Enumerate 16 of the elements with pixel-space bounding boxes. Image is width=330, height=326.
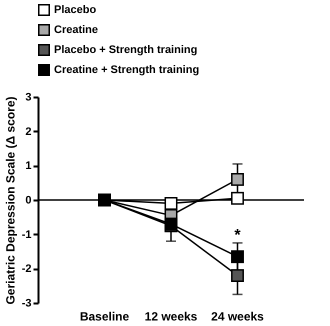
legend-label: Creatine + Strength training: [54, 64, 200, 76]
y-tick-label: 3: [25, 92, 32, 104]
y-tick-label: -1: [22, 228, 32, 241]
legend-label: Placebo + Strength training: [54, 44, 198, 56]
x-tick-label: Baseline: [80, 310, 130, 324]
annotation: *: [234, 226, 242, 244]
legend-label: Creatine: [54, 24, 98, 36]
y-tick-label: 0: [25, 194, 32, 206]
y-tick-label: -2: [22, 263, 32, 276]
legend-label: Placebo: [54, 4, 96, 16]
x-tick-label: 12 weeks: [144, 310, 198, 324]
y-tick-label: 1: [25, 160, 32, 172]
x-tick-label: 24 weeks: [211, 310, 264, 324]
y-axis-title: Geriatric Depression Scale (Δ score): [4, 96, 18, 305]
y-tick-label: -3: [22, 298, 32, 310]
y-tick-label: 2: [25, 126, 32, 138]
